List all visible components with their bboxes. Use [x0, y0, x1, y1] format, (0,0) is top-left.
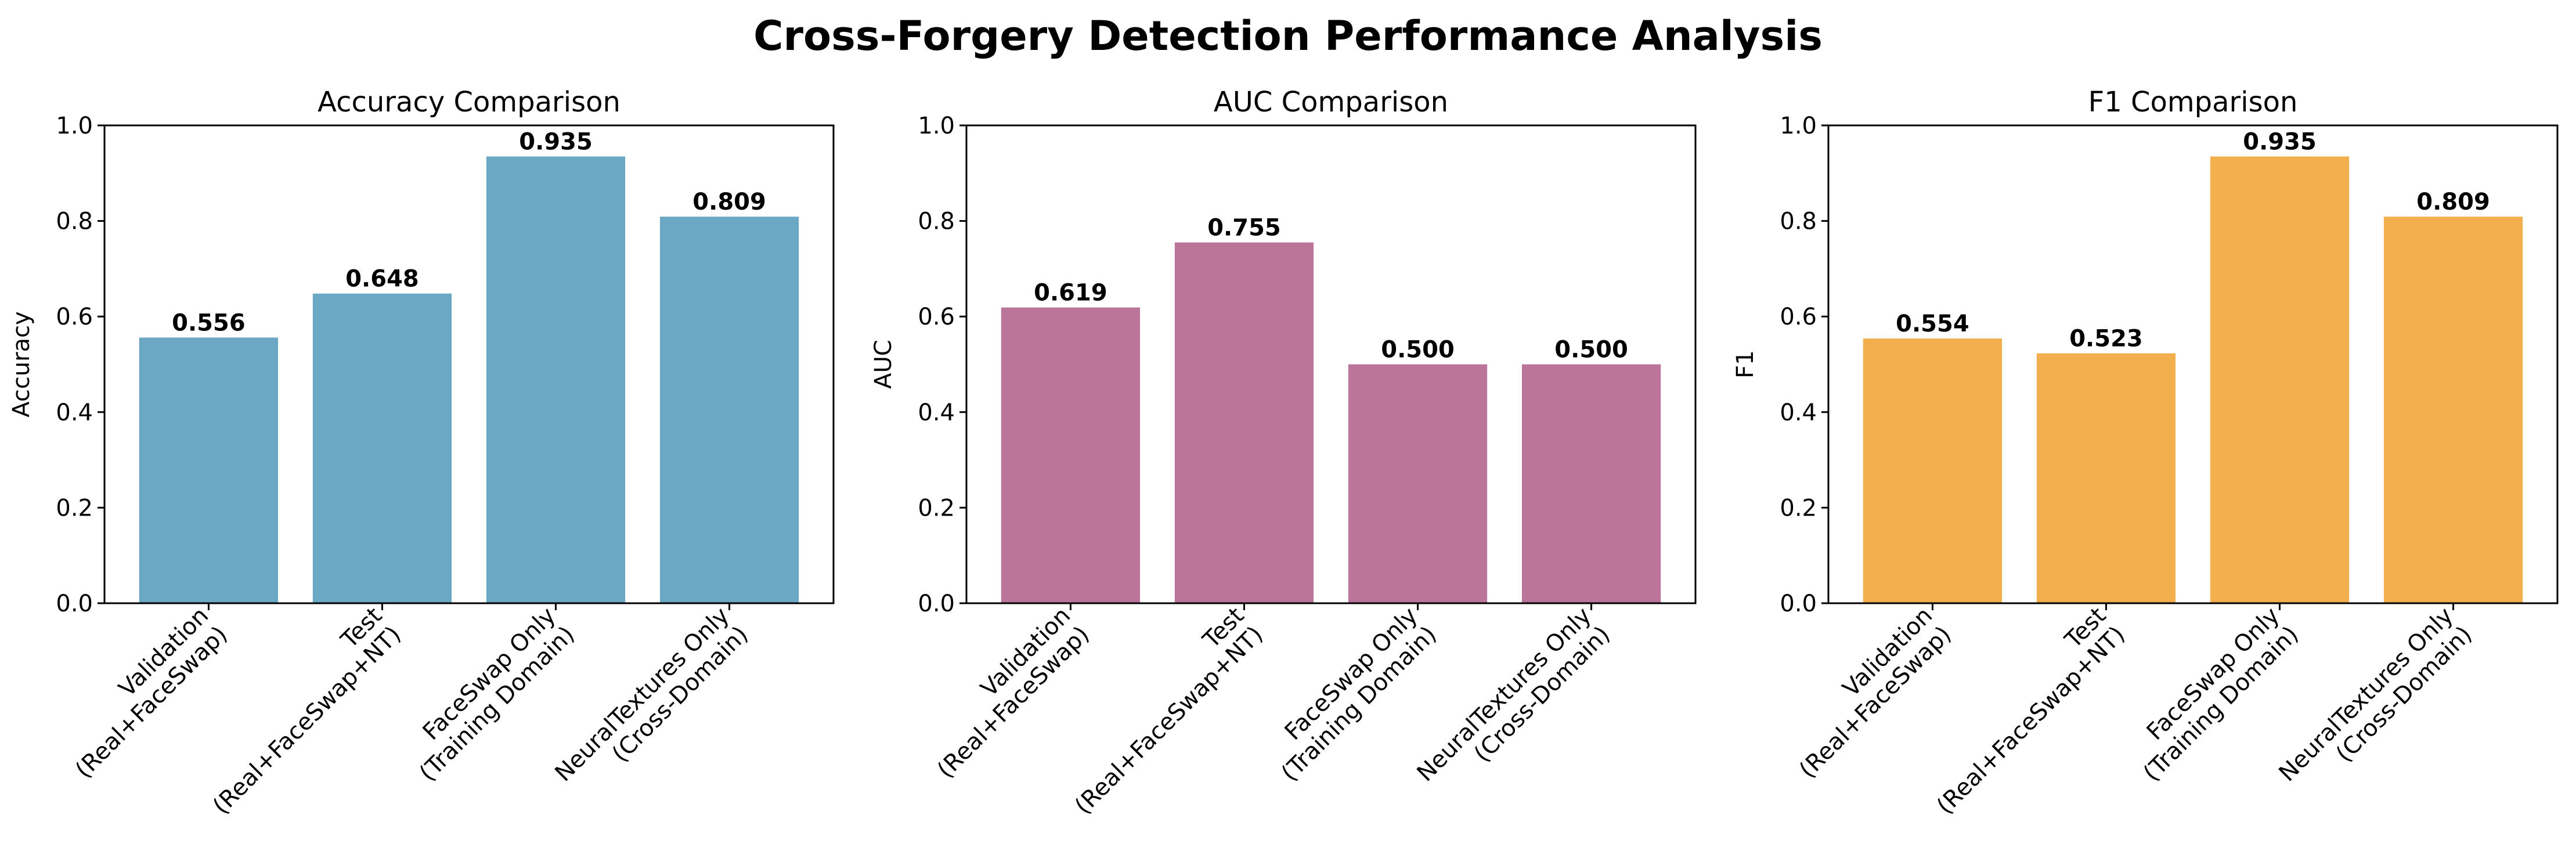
- bar: [139, 337, 279, 603]
- chart-panel-2: 0.619 0.755 0.500 0.500 0.0 0.2 0.4 0.6 0.8 1.0 Va…: [870, 86, 1697, 820]
- chart-panel-3: 0.554 0.523 0.935 0.809 0.0 0.2 0.4 0.6 0.8 1.0 Va…: [1732, 86, 2559, 820]
- y-tick-label: 0.4: [56, 399, 93, 426]
- y-tick-label: 0.0: [56, 590, 93, 617]
- y-axis-label: Accuracy: [8, 311, 35, 417]
- y-axis-label: AUC: [870, 340, 897, 389]
- x-tick-label: NeuralTextures Only(Cross-Domain): [1412, 602, 1615, 805]
- y-tick-label: 0.6: [1780, 304, 1817, 330]
- x-tick-label: Validation(Real+FaceSwap): [914, 602, 1095, 783]
- y-tick-label: 0.0: [1780, 590, 1817, 617]
- bar: [1348, 364, 1488, 603]
- bar: [1863, 338, 2003, 603]
- bar-value-label: 0.523: [2069, 326, 2143, 352]
- bar-value-label: 0.809: [2416, 189, 2490, 215]
- bar-value-label: 0.935: [519, 128, 593, 155]
- y-tick-label: 0.4: [918, 399, 955, 426]
- axes-frame: [965, 124, 1697, 604]
- x-tick-label: FaceSwap Only(Training Domain): [1257, 602, 1441, 786]
- y-tick-label: 1.0: [56, 113, 93, 139]
- bar: [2036, 353, 2176, 603]
- chart-panel-1: 0.556 0.648 0.935 0.809 0.0 0.2 0.4 0.6 0.8 1.0 Va…: [8, 86, 835, 820]
- y-tick-label: 0.8: [56, 208, 93, 235]
- y-tick-label: 0.0: [918, 590, 955, 617]
- bar: [1521, 364, 1661, 603]
- y-tick-label: 1.0: [1780, 113, 1817, 139]
- y-tick-label: 0.2: [56, 495, 93, 521]
- chart-title: F1 Comparison: [2088, 86, 2298, 118]
- bar-value-label: 0.619: [1034, 280, 1107, 307]
- bar: [1001, 307, 1141, 603]
- bar: [486, 156, 626, 603]
- bar-value-label: 0.648: [345, 266, 419, 293]
- y-tick-label: 0.6: [56, 304, 93, 330]
- bar: [312, 293, 452, 603]
- x-tick-label: NeuralTextures Only(Cross-Domain): [2274, 602, 2477, 805]
- x-tick-label: NeuralTextures Only(Cross-Domain): [550, 602, 753, 805]
- bar-value-label: 0.500: [1554, 337, 1628, 363]
- y-axis-label: F1: [1732, 350, 1759, 378]
- axes-frame: [1827, 124, 2559, 604]
- figure-title: Cross-Forgery Detection Performance Anal…: [753, 12, 1823, 60]
- bar: [2210, 156, 2350, 603]
- bar: [1174, 242, 1314, 603]
- x-tick-label: FaceSwap Only(Training Domain): [395, 602, 579, 786]
- y-tick-label: 0.6: [918, 304, 955, 330]
- bar: [2383, 217, 2523, 603]
- x-tick-label: Validation(Real+FaceSwap): [1776, 602, 1957, 783]
- bar-value-label: 0.755: [1207, 215, 1281, 242]
- y-tick-label: 0.8: [1780, 208, 1817, 235]
- bar-value-label: 0.500: [1381, 337, 1455, 363]
- y-tick-label: 0.4: [1780, 399, 1817, 426]
- bar-value-label: 0.554: [1896, 311, 1969, 337]
- axes-frame: [103, 124, 835, 604]
- bar: [659, 217, 799, 603]
- chart-title: AUC Comparison: [1214, 86, 1448, 118]
- bar-value-label: 0.556: [172, 309, 246, 336]
- bar-value-label: 0.809: [692, 189, 766, 215]
- x-tick-label: Validation(Real+FaceSwap): [52, 602, 233, 783]
- y-tick-label: 0.8: [918, 208, 955, 235]
- bar-value-label: 0.935: [2243, 128, 2317, 155]
- chart-title: Accuracy Comparison: [318, 86, 620, 118]
- y-tick-label: 1.0: [918, 113, 955, 139]
- x-tick-label: FaceSwap Only(Training Domain): [2119, 602, 2303, 786]
- y-tick-label: 0.2: [918, 495, 955, 521]
- y-tick-label: 0.2: [1780, 495, 1817, 521]
